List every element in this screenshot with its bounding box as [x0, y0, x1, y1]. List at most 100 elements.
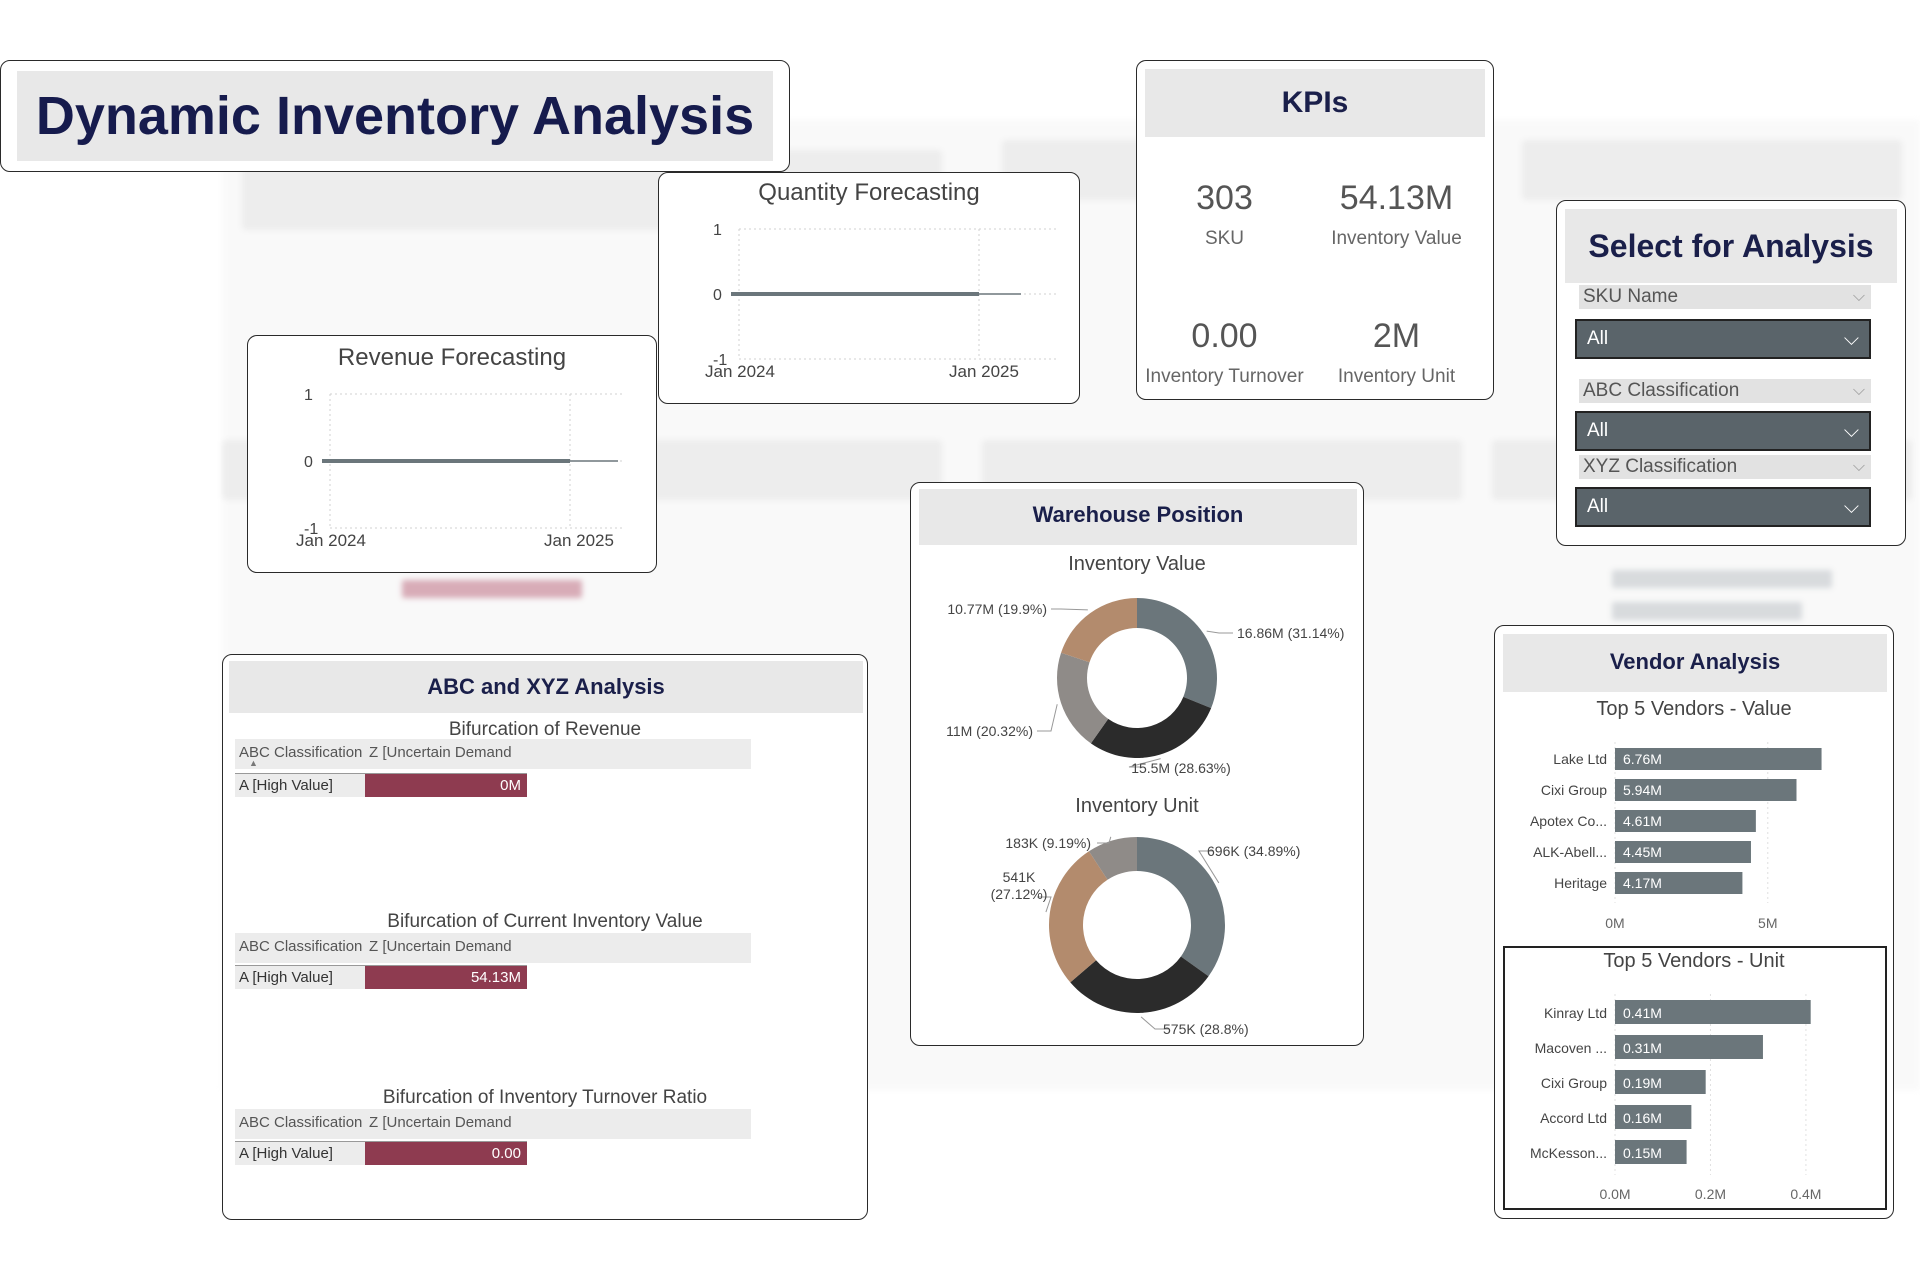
chevron-down-icon[interactable]: ⌵ — [1843, 328, 1859, 350]
donut-slice — [1088, 837, 1137, 880]
column-header-abc[interactable]: ABC Classification — [239, 744, 363, 761]
title-banner: Dynamic Inventory Analysis — [17, 71, 773, 161]
chevron-down-icon[interactable]: ⌵ — [1843, 420, 1859, 442]
kpi-inventory-unit-label: Inventory Unit — [1337, 366, 1456, 387]
vendor-header: Vendor Analysis — [1503, 634, 1887, 692]
slicer-label-abc[interactable]: ABC Classification ⌵ — [1579, 379, 1871, 403]
data-label: 10.77M (19.9%) — [947, 601, 1047, 617]
data-label: 16.86M (31.14%) — [1237, 625, 1344, 641]
column-header-z[interactable]: Z [Uncertain Demand — [369, 744, 512, 761]
sort-ascending-icon[interactable]: ▲ — [249, 758, 258, 768]
bar-data-label: 6.76M — [1623, 751, 1662, 767]
matrix-title-revenue: Bifurcation of Revenue — [448, 719, 642, 740]
vendor-bar — [1615, 1035, 1763, 1059]
warehouse-header: Warehouse Position — [919, 489, 1357, 545]
leader-line — [1037, 704, 1058, 732]
category-label: Cixi Group — [1541, 782, 1607, 798]
bar-data-label: 5.94M — [1623, 782, 1662, 798]
vendor-bar — [1615, 872, 1743, 894]
column-header-z[interactable]: Z [Uncertain Demand — [369, 1114, 512, 1131]
category-label: Apotex Co... — [1530, 813, 1607, 829]
kpi-inventory-value-value: 54.13M — [1339, 179, 1454, 217]
x-tick-label: Jan 2024 — [705, 362, 775, 381]
vendor-bar — [1615, 841, 1751, 863]
matrix-cell-value: 54.13M — [365, 965, 527, 989]
category-label: McKesson... — [1530, 1145, 1607, 1161]
bar-data-label: 0.16M — [1623, 1110, 1662, 1126]
column-header-abc[interactable]: ABC Classification — [239, 1114, 363, 1131]
leader-line — [1051, 608, 1088, 611]
matrix-header[interactable]: ABC Classification Z [Uncertain Demand — [235, 1109, 751, 1139]
top5-vendors-unit-frame[interactable] — [1503, 946, 1887, 1210]
xyz-classification-dropdown-value: All — [1587, 496, 1609, 517]
xyz-classification-dropdown[interactable]: All ⌵ — [1575, 487, 1871, 527]
leader-line — [1140, 1016, 1169, 1030]
matrix-row[interactable]: A [High Value] 54.13M — [235, 965, 751, 991]
slicer-label-sku-name[interactable]: SKU Name ⌵ — [1579, 285, 1871, 309]
kpi-header: KPIs — [1145, 69, 1485, 137]
chevron-down-icon[interactable]: ⌵ — [1852, 382, 1865, 399]
kpi-inventory-turnover: 0.00 Inventory Turnover — [1137, 317, 1312, 388]
bg-bar — [1612, 602, 1802, 620]
warehouse-donut-charts[interactable]: 16.86M (31.14%) 15.5M (28.63%) 11M (20.32%… — [911, 483, 1364, 1046]
vendor-bar — [1615, 779, 1797, 801]
kpi-card: KPIs 303 SKU 54.13M Inventory Value 0.00… — [1136, 60, 1494, 400]
leader-line — [1206, 630, 1233, 634]
kpi-sku-label: SKU — [1204, 228, 1245, 249]
abc-header: ABC and XYZ Analysis — [229, 661, 863, 713]
bg-bar — [1612, 570, 1832, 588]
bar-data-label: 0.41M — [1623, 1005, 1662, 1021]
matrix-header[interactable]: ABC Classification Z [Uncertain Demand ▲ — [235, 739, 751, 769]
data-label: 541K — [1003, 869, 1036, 885]
data-label: 183K (9.19%) — [1005, 835, 1091, 851]
matrix-row-label: A [High Value] — [235, 1141, 365, 1165]
column-header-z[interactable]: Z [Uncertain Demand — [369, 938, 512, 955]
slicer-label-xyz[interactable]: XYZ Classification ⌵ — [1579, 455, 1871, 479]
chevron-down-icon[interactable]: ⌵ — [1852, 288, 1865, 305]
kpi-inventory-unit-value: 2M — [1372, 317, 1421, 355]
matrix-row[interactable]: A [High Value] 0M — [235, 773, 751, 799]
donut-slice — [1090, 696, 1212, 758]
y-tick-label: -1 — [304, 521, 318, 538]
matrix-header[interactable]: ABC Classification Z [Uncertain Demand — [235, 933, 751, 963]
leader-line — [1198, 850, 1220, 884]
donut-slice — [1137, 837, 1225, 977]
leader-line — [1128, 758, 1161, 768]
x-tick-label: 0M — [1605, 915, 1624, 931]
vendor-bar-charts[interactable]: 0M 5M 6.76M Lake Ltd 5.94M Cixi Group 4.61M Apo… — [1495, 626, 1894, 1219]
matrix-title-inventory-value: Bifurcation of Current Inventory Value — [387, 911, 703, 932]
matrix-title-turnover: Bifurcation of Inventory Turnover Ratio — [382, 1087, 708, 1108]
slicer-label-sku-name-text: SKU Name — [1583, 286, 1679, 307]
matrix-cell-value: 0M — [365, 773, 527, 797]
bg-bar — [402, 580, 582, 598]
x-tick-label: Jan 2025 — [544, 531, 614, 550]
bar-data-label: 0.15M — [1623, 1145, 1662, 1161]
donut-slice — [1070, 956, 1209, 1013]
vendor-bar — [1615, 1140, 1687, 1164]
kpi-inventory-value-label: Inventory Value — [1331, 228, 1462, 249]
abc-classification-dropdown[interactable]: All ⌵ — [1575, 411, 1871, 451]
data-label: 575K (28.8%) — [1163, 1021, 1249, 1037]
category-label: ALK-Abell... — [1533, 844, 1607, 860]
column-header-abc[interactable]: ABC Classification — [239, 938, 363, 955]
revenue-forecasting-card[interactable]: Revenue Forecasting 1 0 -1 Jan 2024 Jan 2025 — [247, 335, 657, 573]
bar-data-label: 4.17M — [1623, 875, 1662, 891]
data-label: (27.12%) — [991, 886, 1048, 902]
dashboard-title-card: Dynamic Inventory Analysis — [0, 60, 790, 172]
chevron-down-icon[interactable]: ⌵ — [1843, 496, 1859, 518]
matrix-row-label: A [High Value] — [235, 773, 365, 797]
y-tick-label: 1 — [713, 222, 722, 239]
sku-name-dropdown[interactable]: All ⌵ — [1575, 319, 1871, 359]
y-tick-label: 0 — [713, 287, 722, 304]
bar-data-label: 0.19M — [1623, 1075, 1662, 1091]
category-label: Macoven ... — [1535, 1040, 1607, 1056]
y-tick-label: -1 — [713, 352, 727, 369]
vendor-bar — [1615, 1105, 1692, 1129]
donut-slice — [1057, 652, 1109, 744]
matrix-row[interactable]: A [High Value] 0.00 — [235, 1141, 751, 1167]
x-tick-label: 0.0M — [1599, 1186, 1630, 1202]
quantity-forecasting-card[interactable]: Quantity Forecasting 1 0 -1 Jan 2024 Jan 202… — [658, 172, 1080, 404]
chevron-down-icon[interactable]: ⌵ — [1852, 458, 1865, 475]
